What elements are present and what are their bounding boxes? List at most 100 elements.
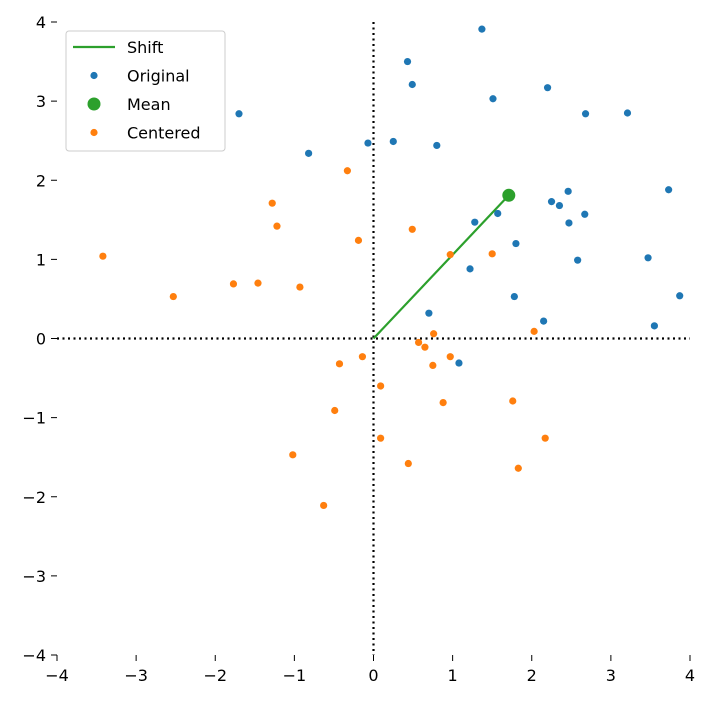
original-point xyxy=(540,317,548,325)
legend-label: Original xyxy=(127,67,190,86)
original-point xyxy=(543,84,552,92)
original-point xyxy=(565,219,573,227)
original-point xyxy=(403,57,412,66)
original-point xyxy=(547,198,556,206)
original-point xyxy=(364,139,372,147)
centered-point xyxy=(421,343,429,351)
legend-label: Centered xyxy=(127,124,201,143)
series-shift xyxy=(372,194,510,340)
y-tick-label: −4 xyxy=(22,646,46,665)
original-point xyxy=(478,25,486,33)
legend-marker-swatch xyxy=(87,97,101,111)
centered-point xyxy=(99,252,107,260)
x-tick-label: 2 xyxy=(527,666,537,685)
y-tick-label: 3 xyxy=(36,92,46,111)
centered-point xyxy=(354,236,363,244)
centered-point xyxy=(514,464,522,472)
y-tick-label: 0 xyxy=(36,330,46,349)
centered-point xyxy=(446,353,454,361)
y-tick-label: −2 xyxy=(22,488,46,507)
legend-box xyxy=(65,30,226,152)
centered-point xyxy=(415,338,423,347)
series-centered xyxy=(99,167,549,510)
zero-lines xyxy=(57,22,690,655)
original-point xyxy=(581,110,590,118)
original-point xyxy=(471,218,479,226)
y-tick-label: 4 xyxy=(36,13,46,32)
centered-point xyxy=(408,225,416,233)
original-point xyxy=(665,186,673,194)
x-tick-label: −2 xyxy=(203,666,227,685)
original-point xyxy=(408,80,416,89)
original-point xyxy=(455,359,463,367)
legend-entry-shift: Shift xyxy=(73,38,163,57)
mean-point xyxy=(502,188,516,202)
original-point xyxy=(676,292,684,300)
axes: −4 −3 −2 −1 0 1 2 3 4 −4 −3 −2 −1 0 1 2 3 4 xyxy=(22,13,695,685)
centered-point xyxy=(439,398,447,407)
original-point xyxy=(555,201,564,210)
x-tick-label: −4 xyxy=(45,666,69,685)
y-tick-label: 1 xyxy=(36,250,46,269)
centered-point xyxy=(488,250,496,258)
centered-point xyxy=(358,353,367,361)
series-original xyxy=(235,25,684,367)
y-tick-label: −3 xyxy=(22,567,46,586)
legend-label: Shift xyxy=(127,38,163,57)
original-point xyxy=(235,110,243,118)
y-tick-label: −1 xyxy=(22,409,46,428)
centered-point xyxy=(331,406,339,415)
centered-point xyxy=(404,459,412,468)
centered-point xyxy=(377,382,385,390)
original-point xyxy=(425,309,433,317)
legend-entry-mean: Mean xyxy=(87,95,171,114)
x-tick-label: 1 xyxy=(448,666,458,685)
y-tick-label: 2 xyxy=(36,171,46,190)
centered-point xyxy=(289,451,297,459)
legend-entry-centered: Centered xyxy=(90,124,201,143)
centered-point xyxy=(335,360,344,368)
centered-point xyxy=(530,327,538,335)
original-point xyxy=(644,254,652,262)
centered-point xyxy=(430,330,438,338)
series xyxy=(99,25,684,510)
x-tick-label: −1 xyxy=(283,666,307,685)
centered-point xyxy=(320,501,328,510)
x-tick-label: 0 xyxy=(368,666,378,685)
centered-point xyxy=(268,199,276,207)
original-point xyxy=(433,141,441,150)
legend: Shift Original Mean Centered xyxy=(65,30,226,152)
legend-marker-swatch xyxy=(90,71,98,80)
centered-point xyxy=(296,283,304,291)
centered-point xyxy=(446,251,454,259)
centered-point xyxy=(509,397,517,405)
original-point xyxy=(564,187,572,195)
centered-point xyxy=(254,279,262,287)
original-point xyxy=(389,137,397,146)
original-point xyxy=(510,292,518,301)
centered-point xyxy=(273,222,281,230)
original-point xyxy=(581,210,589,218)
centered-point xyxy=(229,280,238,288)
legend-label: Mean xyxy=(127,95,171,114)
x-tick-label: 4 xyxy=(685,666,695,685)
original-point xyxy=(305,149,313,157)
original-point xyxy=(650,322,658,330)
original-point xyxy=(623,109,632,117)
centered-point xyxy=(541,434,549,442)
centered-point xyxy=(429,361,437,370)
original-point xyxy=(574,256,582,264)
x-tick-label: −3 xyxy=(124,666,148,685)
centered-point xyxy=(377,434,385,442)
centered-point xyxy=(343,167,351,175)
centered-point xyxy=(169,292,177,301)
series-mean xyxy=(502,188,516,202)
legend-entry-original: Original xyxy=(90,67,190,86)
original-point xyxy=(512,239,520,248)
shift-line xyxy=(372,194,510,340)
original-point xyxy=(489,95,497,103)
original-point xyxy=(494,209,502,218)
original-point xyxy=(466,265,474,273)
